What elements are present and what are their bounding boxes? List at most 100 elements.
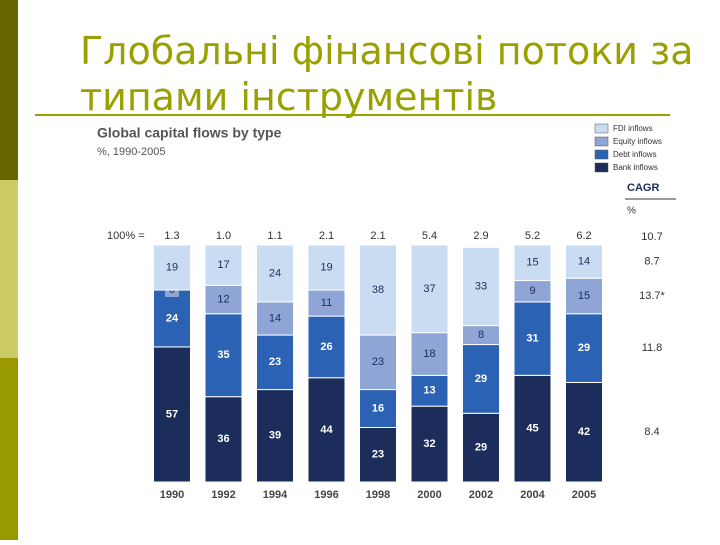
bar-segment — [513, 301, 552, 376]
bar-segment — [153, 244, 191, 291]
bar-segment — [204, 284, 243, 315]
segment-label: 36 — [217, 433, 229, 445]
segment-label: 37 — [423, 283, 435, 295]
bar-segment — [256, 301, 294, 336]
bar-segment — [204, 313, 243, 398]
chart-title: Global capital flows by type — [97, 125, 282, 141]
bar-segment — [359, 389, 397, 428]
x-tick-label: 1994 — [263, 489, 288, 501]
bar-segment — [565, 244, 603, 279]
bar-segment — [153, 346, 191, 483]
bar-segment — [307, 315, 346, 379]
segment-label: 15 — [578, 290, 590, 302]
segment-label: 33 — [475, 280, 487, 292]
x-tick-label: 1996 — [314, 489, 338, 501]
bar-segment — [359, 426, 397, 483]
segment-label: 44 — [320, 424, 333, 436]
cagr-value: 8.4 — [644, 426, 659, 438]
segment-label: 14 — [269, 312, 281, 324]
bar-segment — [307, 289, 346, 317]
bar-segment — [256, 389, 294, 483]
segment-label: 45 — [526, 423, 538, 435]
total-label: 2.1 — [319, 230, 334, 242]
total-label: 2.9 — [473, 230, 488, 242]
segment-label: 19 — [166, 261, 178, 273]
cagr-value: 8.7 — [644, 255, 659, 267]
bar-segment — [513, 374, 552, 483]
legend-label: Equity inflows — [613, 137, 662, 146]
bar-segment — [307, 377, 346, 483]
slide-title: Глобальні фінансові потоки за типами інс… — [80, 29, 694, 119]
segment-label: 17 — [217, 259, 229, 271]
segment-label: 12 — [217, 293, 229, 305]
strip-block — [0, 0, 18, 180]
legend-swatch — [594, 136, 609, 147]
total-label: 1.0 — [216, 230, 231, 242]
x-tick-label: 1992 — [211, 489, 235, 501]
bar-segment — [410, 405, 449, 483]
bar-segment — [204, 244, 243, 286]
segment-label: 29 — [475, 442, 487, 454]
bar-segment — [410, 332, 449, 376]
bar-segment — [359, 244, 397, 336]
bar-segment — [153, 289, 191, 348]
total-label: 6.2 — [576, 230, 591, 242]
total-label: 5.4 — [422, 230, 437, 242]
bar-segment — [256, 244, 294, 303]
x-tick-label: 2005 — [572, 489, 596, 501]
legend-label: FDI inflows — [613, 124, 653, 133]
segment-label: 19 — [320, 261, 332, 273]
x-tick-label: 1990 — [160, 489, 184, 501]
segment-label: 26 — [320, 341, 332, 353]
segment-label: 39 — [269, 430, 281, 442]
legend-swatch — [594, 162, 609, 173]
strip-block — [0, 358, 18, 540]
bar-segment — [204, 396, 243, 483]
segment-label: 11 — [321, 297, 332, 309]
segment-label: 24 — [269, 267, 281, 279]
segment-label: 14 — [578, 255, 590, 267]
segment-label: 23 — [372, 356, 384, 368]
segment-label: 15 — [526, 257, 538, 269]
bar-segment — [359, 334, 397, 391]
segment-label: 24 — [166, 312, 179, 324]
x-tick-label: 1998 — [366, 489, 390, 501]
x-tick-label: 2000 — [417, 489, 441, 501]
bar-segment — [410, 374, 449, 407]
slide-title-box: Глобальні фінансові потоки за типами інс… — [80, 29, 694, 119]
strip-block — [0, 180, 18, 358]
legend-swatch — [594, 123, 609, 134]
total-label: 1.3 — [164, 230, 179, 242]
bar-segment — [410, 244, 449, 334]
segment-label: 38 — [372, 284, 384, 296]
segment-label: 18 — [423, 348, 435, 360]
segment-label: 31 — [526, 333, 538, 345]
segment-label: 29 — [578, 342, 590, 354]
cagr-value: 13.7* — [639, 290, 665, 302]
total-label: 5.2 — [525, 230, 540, 242]
bar-segment — [565, 313, 603, 383]
chart-subtitle: %, 1990-2005 — [97, 146, 166, 158]
cagr-total: 10.7 — [641, 231, 662, 243]
segment-label: 42 — [578, 426, 590, 438]
bar-segment — [462, 246, 500, 327]
segment-label: 23 — [372, 449, 384, 461]
cagr-title: CAGR — [627, 182, 659, 194]
x-tick-label: 2004 — [520, 489, 545, 501]
total-label: 2.1 — [370, 230, 385, 242]
bar-segment — [307, 244, 346, 291]
bar-segment — [565, 277, 603, 315]
segment-label: 8 — [478, 329, 484, 341]
cagr-value: 11.8 — [642, 342, 663, 354]
segment-label: 9 — [529, 285, 535, 297]
bar-segment — [513, 244, 552, 282]
segment-label: 16 — [372, 402, 384, 414]
totals-label: 100% = — [107, 230, 145, 242]
legend-label: Bank inflows — [613, 163, 658, 172]
cagr-unit: % — [627, 206, 636, 217]
x-tick-label: 2002 — [469, 489, 493, 501]
bar-segment — [462, 412, 500, 483]
segment-label: 13 — [423, 385, 435, 397]
segment-label: 32 — [423, 438, 435, 450]
